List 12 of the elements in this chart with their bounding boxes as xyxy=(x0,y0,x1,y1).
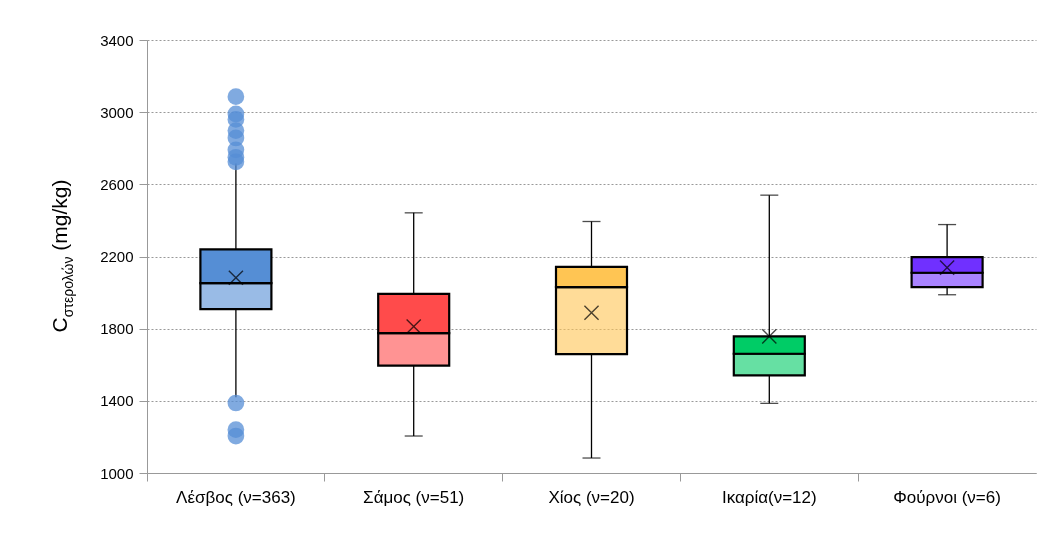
y-tick-label: 3400 xyxy=(100,31,134,49)
x-tick-label: Λέσβος (ν=363) xyxy=(176,487,296,507)
x-tick-label: Χίος (ν=20) xyxy=(548,487,635,507)
y-tick-label: 1800 xyxy=(100,320,134,338)
y-tick-label: 2200 xyxy=(100,248,134,265)
y-tick-label: 3000 xyxy=(100,103,134,121)
y-tick-label: 1400 xyxy=(100,392,134,410)
x-tick-label: Ικαρία(ν=12) xyxy=(721,487,817,507)
x-tick-label: Σάμος (ν=51) xyxy=(363,487,465,507)
y-tick-label: 2600 xyxy=(100,175,134,193)
x-tick-label: Φούρνοι (ν=6) xyxy=(893,487,1001,507)
y-tick-label: 1000 xyxy=(100,464,134,482)
